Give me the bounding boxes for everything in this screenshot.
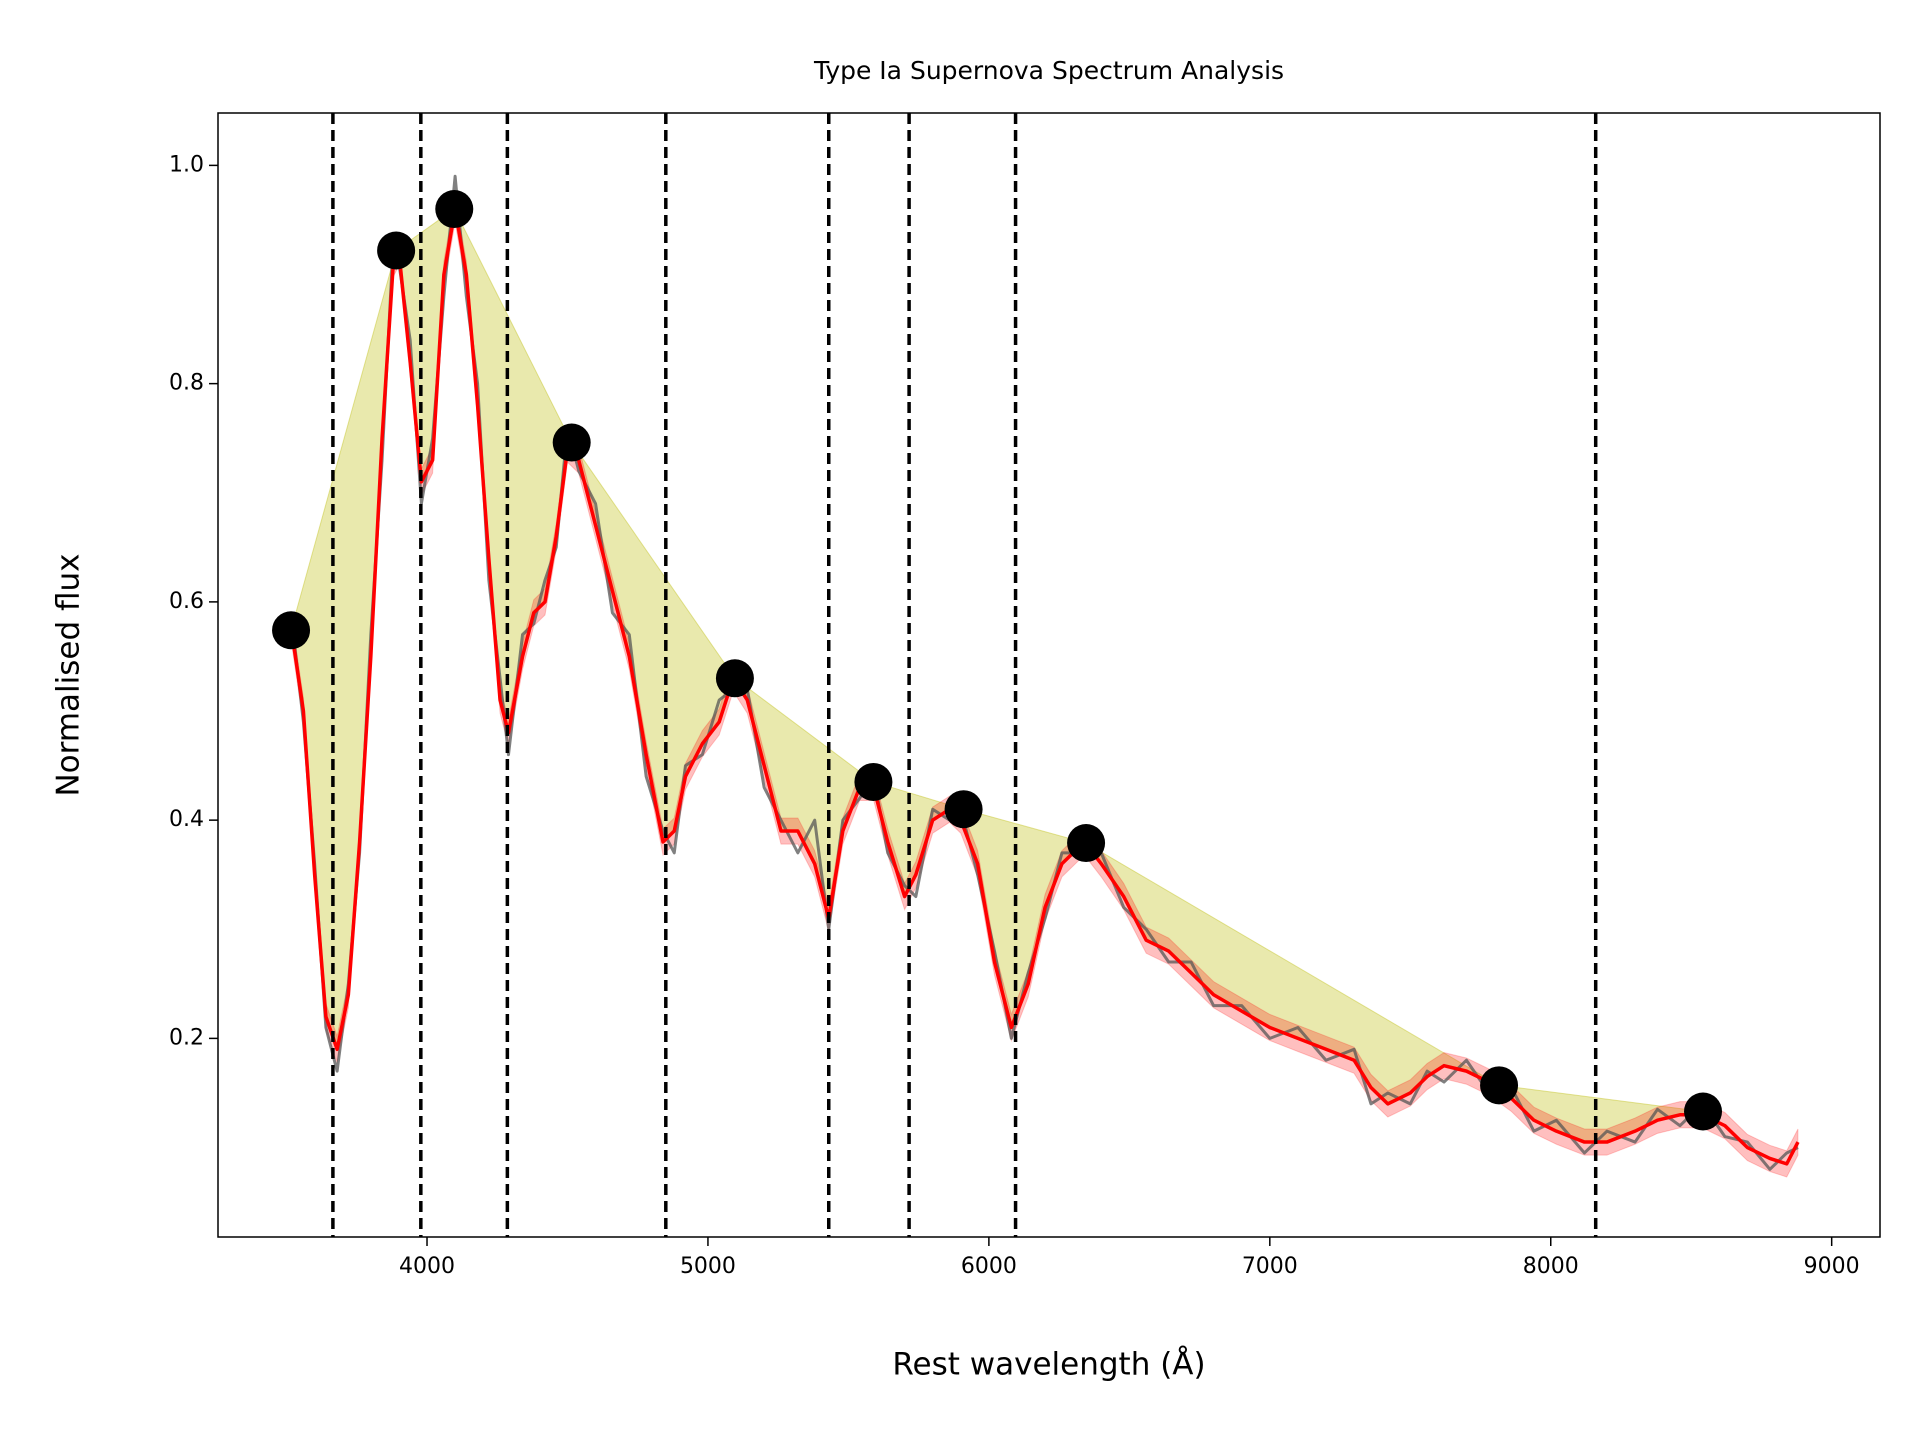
plot-frame	[217, 112, 1881, 1238]
peak-marker	[944, 790, 983, 829]
x-tick-label: 8000	[1523, 1254, 1579, 1279]
x-tick-label: 4000	[399, 1254, 455, 1279]
x-tick-label: 6000	[961, 1254, 1017, 1279]
y-tick-label: 1.0	[169, 152, 204, 177]
peak-marker	[854, 762, 893, 801]
x-axis-label: Rest wavelength (Å)	[892, 1347, 1205, 1383]
y-tick-label: 0.8	[169, 371, 204, 396]
y-tick-label: 0.6	[169, 589, 204, 614]
peak-marker	[377, 231, 416, 270]
y-tick-label: 0.2	[169, 1025, 204, 1050]
absorption-fill	[290, 208, 1704, 1143]
y-tick-label: 0.4	[169, 807, 204, 832]
peak-marker	[435, 190, 474, 229]
peak-marker	[1067, 824, 1106, 863]
x-tick-label: 9000	[1804, 1254, 1860, 1279]
x-tick-label: 5000	[680, 1254, 736, 1279]
chart-title: Type Ia Supernova Spectrum Analysis	[813, 56, 1284, 85]
x-tick-label: 7000	[1242, 1254, 1298, 1279]
peak-marker	[272, 611, 311, 650]
peak-marker	[715, 659, 754, 698]
peak-marker	[1480, 1066, 1519, 1105]
peak-marker	[1684, 1092, 1723, 1131]
y-axis-label: Normalised flux	[51, 553, 87, 796]
peak-marker	[552, 423, 591, 462]
